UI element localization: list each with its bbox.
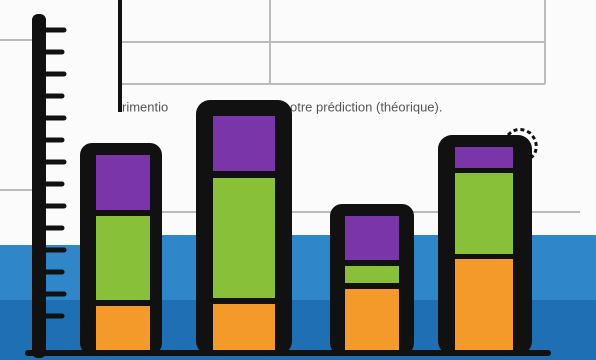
- bar-2: [196, 100, 292, 355]
- caption-right: otre prédiction (théorique).: [290, 99, 442, 114]
- bar-4: [438, 128, 538, 355]
- ruler: [32, 14, 67, 358]
- caption-left: rimentio: [122, 99, 168, 114]
- bar-1: [80, 143, 162, 355]
- bar-3: [330, 204, 414, 355]
